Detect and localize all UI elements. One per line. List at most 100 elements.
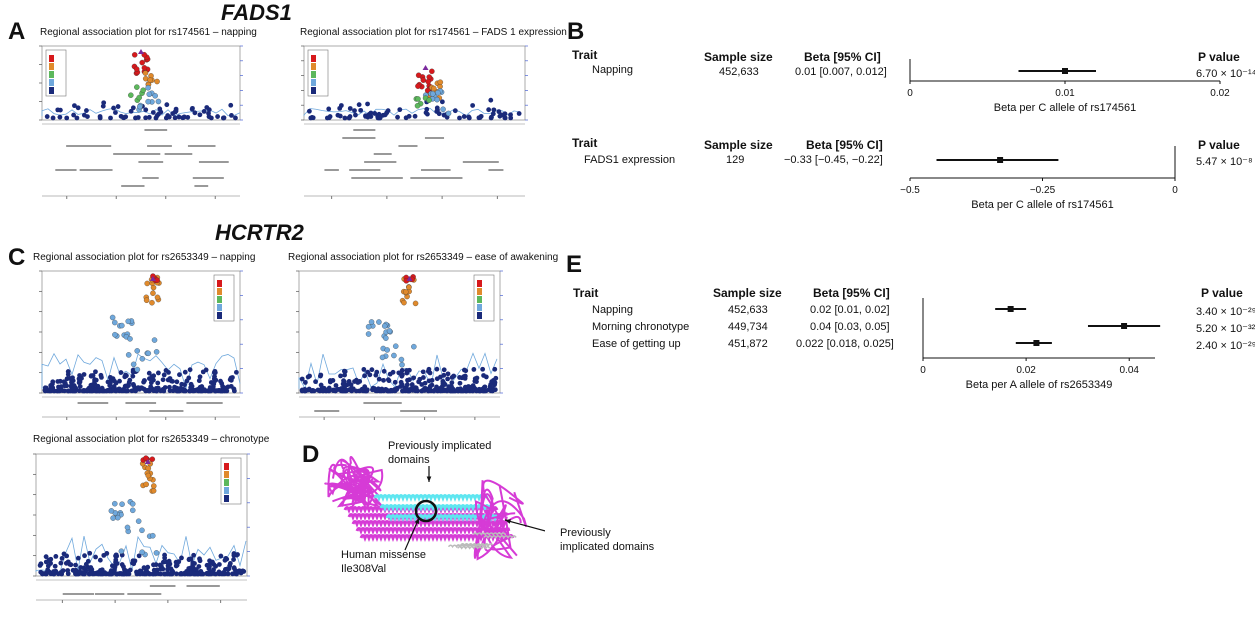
snp-point <box>177 372 182 378</box>
snp-point <box>51 569 57 574</box>
snp-point <box>352 108 357 114</box>
snp-point <box>441 112 447 118</box>
snp-point <box>113 380 119 386</box>
snp-point <box>426 388 432 394</box>
snp-point <box>143 115 149 121</box>
snp-point <box>404 368 410 373</box>
snp-point <box>457 375 462 380</box>
snp-point <box>98 372 104 378</box>
snp-point <box>342 115 348 121</box>
snp-point <box>403 289 409 295</box>
snp-point <box>313 379 318 385</box>
snp-point <box>151 337 158 343</box>
row-trait: Napping <box>592 64 633 76</box>
ld-legend-swatch <box>311 71 316 78</box>
snp-point <box>143 297 150 303</box>
row-p-value: 3.40 × 10⁻²⁹ <box>1196 306 1255 318</box>
loop <box>340 459 382 508</box>
snp-point <box>388 387 394 393</box>
snp-point <box>431 388 437 394</box>
snp-point <box>176 114 182 120</box>
snp-point <box>190 565 196 571</box>
snp-point <box>450 386 456 392</box>
snp-point <box>160 566 166 572</box>
snp-point <box>152 93 158 99</box>
snp-point <box>107 374 113 380</box>
snp-point <box>122 374 128 380</box>
row-sample-size: 452,633 <box>719 66 759 78</box>
snp-point <box>318 382 324 388</box>
snp-point <box>160 387 166 392</box>
lead-snp-marker <box>422 65 429 70</box>
snp-point <box>89 567 95 572</box>
snp-point <box>37 563 43 568</box>
snp-point <box>299 376 305 382</box>
snp-point <box>187 367 193 373</box>
snp-point <box>80 388 86 394</box>
ld-legend-swatch <box>477 288 482 295</box>
snp-point <box>399 368 405 373</box>
snp-point <box>401 299 407 306</box>
snp-point <box>516 111 522 116</box>
snp-point <box>160 377 166 383</box>
snp-point <box>235 552 240 557</box>
x-tick-label: 0.04 <box>1119 365 1139 376</box>
snp-point <box>109 314 116 321</box>
snp-point <box>115 104 121 109</box>
snp-point <box>92 377 98 382</box>
point-estimate <box>1033 340 1040 346</box>
snp-point <box>197 112 203 118</box>
snp-point <box>58 570 64 575</box>
snp-point <box>136 553 142 559</box>
snp-point <box>112 331 118 338</box>
snp-point <box>306 108 312 114</box>
snp-point <box>115 514 121 521</box>
snp-point <box>333 383 339 388</box>
snp-point <box>182 388 188 394</box>
snp-point <box>480 366 486 372</box>
snp-point <box>221 115 227 121</box>
snp-point <box>77 569 82 574</box>
snp-point <box>198 570 204 576</box>
snp-point <box>128 92 134 98</box>
panel-letter-a: A <box>8 18 26 45</box>
snp-point <box>227 561 233 566</box>
ld-legend-swatch <box>311 87 316 94</box>
snp-point <box>139 356 146 362</box>
ld-legend-swatch <box>311 55 316 62</box>
snp-point <box>233 369 239 375</box>
snp-point <box>71 112 77 118</box>
snp-point <box>362 373 367 379</box>
regional-plot-napping-hcrtr2 <box>39 270 243 420</box>
row-p-value: 2.40 × 10⁻²⁹ <box>1196 340 1255 352</box>
row-p-value: 5.47 × 10⁻⁸ <box>1196 156 1253 168</box>
snp-point <box>130 361 137 368</box>
snp-point <box>397 107 403 113</box>
snp-point <box>211 370 217 375</box>
lead-snp-marker <box>138 49 144 54</box>
snp-point <box>346 379 352 384</box>
snp-point <box>445 376 451 382</box>
snp-point <box>427 370 433 376</box>
snp-point <box>383 335 389 341</box>
snp-point <box>151 562 156 568</box>
snp-point <box>408 386 414 392</box>
snp-point <box>103 388 109 394</box>
snp-point <box>327 378 333 383</box>
snp-point <box>341 379 347 384</box>
snp-point <box>167 384 172 390</box>
helix <box>379 504 495 513</box>
snp-point <box>496 109 502 115</box>
regional-plot-fads1-expression <box>301 45 528 199</box>
snp-point <box>342 372 347 378</box>
snp-point <box>84 108 89 113</box>
snp-point <box>489 379 495 385</box>
header-sample-size: Sample size <box>704 50 773 64</box>
snp-point <box>134 348 140 354</box>
snp-point <box>62 388 67 394</box>
row-p-value: 6.70 × 10⁻¹⁴ <box>1196 68 1255 80</box>
snp-point <box>191 571 197 577</box>
snp-point <box>473 386 479 392</box>
snp-point <box>497 113 503 119</box>
snp-point <box>439 99 445 105</box>
